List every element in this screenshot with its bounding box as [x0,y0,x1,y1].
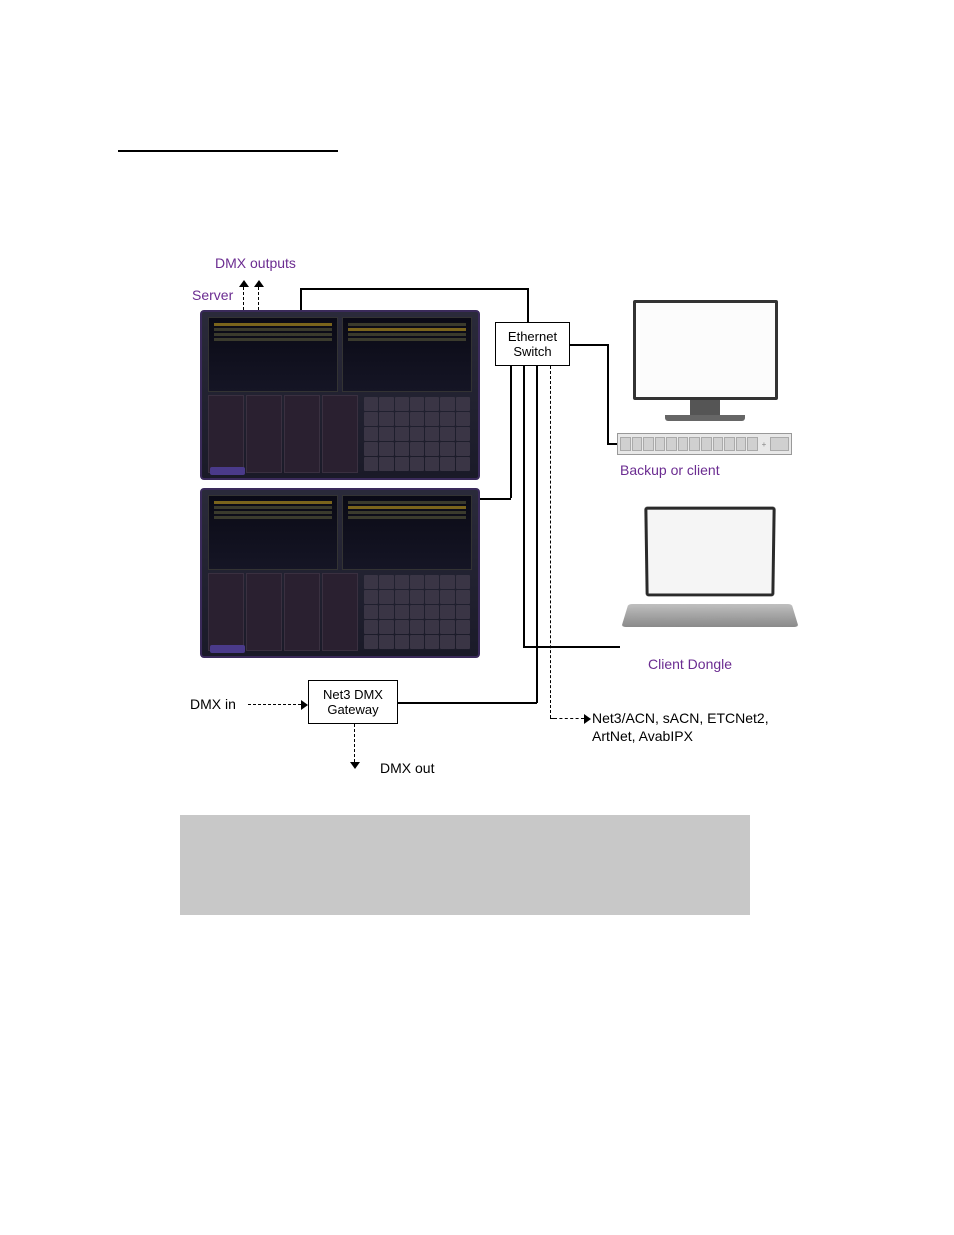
wire [523,366,525,646]
network-diagram: DMX outputs Server [180,240,880,790]
dmx-out-label: DMX out [380,760,434,776]
ethernet-switch-label-1: Ethernet [508,329,557,344]
console-brand-badge [210,645,245,653]
wire [300,288,302,310]
dmx-arrow-2 [258,287,259,310]
gateway-box: Net3 DMX Gateway [308,680,398,724]
server-console-2 [200,488,480,658]
wire [570,344,608,346]
gateway-label-2: Gateway [327,702,378,717]
monitor-stand [690,400,720,415]
monitor-screen [633,300,778,400]
wire [607,443,617,445]
wire [536,366,538,703]
server-label: Server [192,287,233,303]
monitor-base [665,415,745,421]
protocols-arrow [554,718,584,719]
wire-dashed [550,718,554,719]
wire [398,702,537,704]
dmx-arrow-1 [243,287,244,310]
laptop-base [621,604,798,627]
rack-unit: + [617,433,792,455]
wire [607,344,609,444]
console-screen-right [342,317,472,392]
console-screen-right [342,495,472,570]
monitor [630,300,780,430]
console-brand-badge [210,467,245,475]
backup-client-label: Backup or client [620,462,720,478]
laptop-screen [644,507,775,597]
gateway-label-1: Net3 DMX [323,687,383,702]
client-dongle-label: Client Dongle [648,656,732,672]
protocols-label-1: Net3/ACN, sACN, ETCNet2, [592,710,769,726]
console-screen-left [208,317,338,392]
ethernet-switch-label-2: Switch [513,344,551,359]
wire [300,288,528,290]
dmx-in-arrow [248,704,301,705]
console-controls [208,573,472,651]
gray-box [180,815,750,915]
wire [510,366,512,498]
dmx-outputs-label: DMX outputs [215,255,296,271]
wire [480,498,511,500]
wire-dashed [550,366,551,718]
dmx-in-label: DMX in [190,696,236,712]
server-console-1 [200,310,480,480]
wire [523,646,620,648]
dmx-out-arrow [354,724,355,762]
ethernet-switch-box: Ethernet Switch [495,322,570,366]
protocols-label-2: ArtNet, AvabIPX [592,728,693,744]
laptop [625,507,795,642]
wire [527,288,529,322]
console-screen-left [208,495,338,570]
horizontal-rule [118,150,338,152]
console-controls [208,395,472,473]
